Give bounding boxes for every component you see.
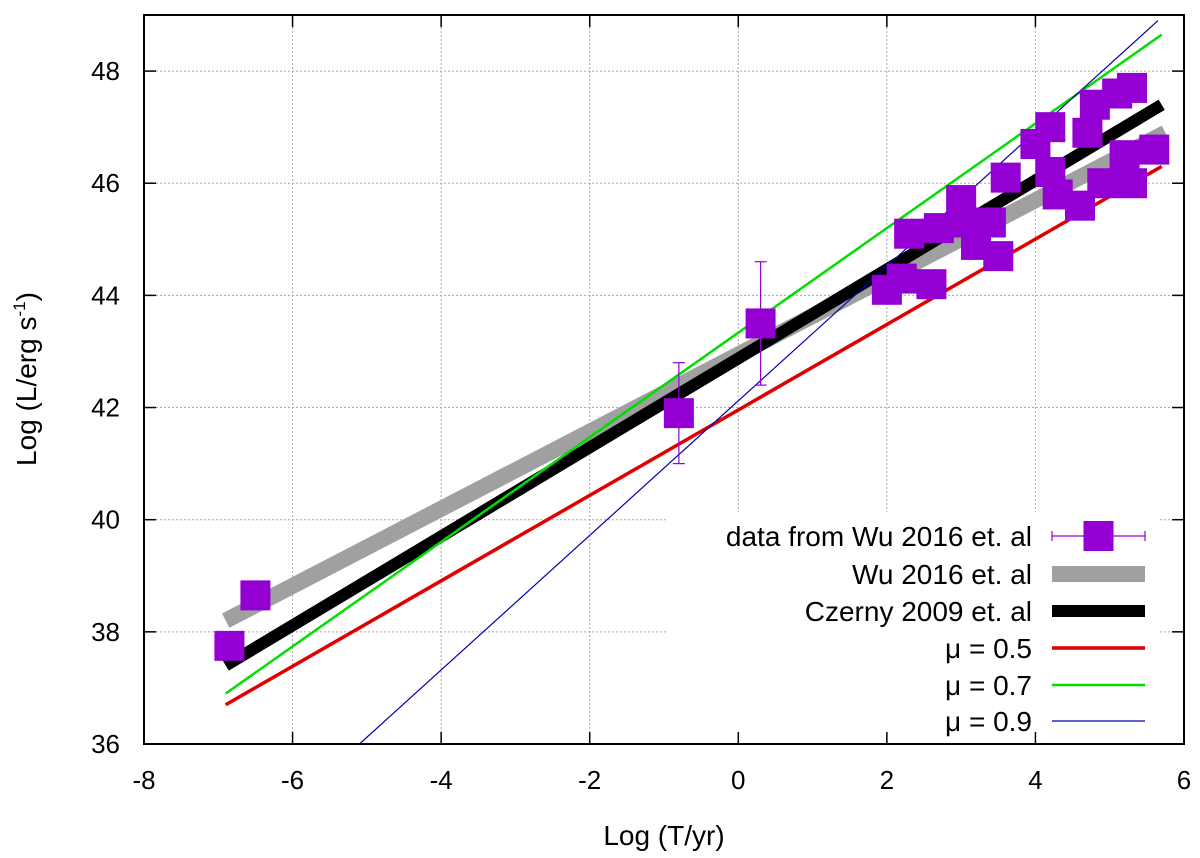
x-axis-title: Log (T/yr) — [603, 820, 724, 851]
data-point — [1087, 168, 1118, 199]
x-tick-label: 6 — [1177, 765, 1191, 795]
y-axis-title-exponent: -1 — [10, 301, 29, 316]
legend-label: μ = 0.9 — [945, 706, 1032, 737]
data-point — [1072, 117, 1103, 148]
data-point — [1117, 168, 1147, 199]
x-tick-label: -6 — [281, 765, 304, 795]
y-tick-label: 44 — [91, 280, 120, 310]
data-point — [916, 269, 947, 300]
series-line-1 — [222, 99, 1165, 671]
legend: data from Wu 2016 et. al Wu 2016 et. al Cz… — [726, 521, 1146, 737]
x-tick-label: -8 — [132, 765, 155, 795]
data-point — [923, 213, 954, 244]
y-tick-label: 40 — [91, 505, 120, 535]
plot-frame — [143, 14, 1185, 745]
x-tick-label: -2 — [578, 765, 601, 795]
data-point — [1109, 140, 1140, 171]
legend-label: μ = 0.5 — [945, 633, 1032, 664]
ticks — [143, 15, 1185, 745]
y-tick-label: 38 — [91, 617, 120, 647]
data-point — [745, 308, 776, 339]
series-line-0 — [222, 125, 1170, 628]
data-point — [240, 580, 271, 611]
data-point — [1139, 134, 1170, 165]
y-tick-label: 46 — [91, 168, 120, 198]
legend-label: data from Wu 2016 et. al — [726, 521, 1032, 552]
y-tick-label: 36 — [91, 729, 120, 759]
series-line-3 — [224, 33, 1163, 695]
y-axis-title-main: Log (L/erg s — [11, 317, 42, 466]
x-tick-label: 2 — [880, 765, 894, 795]
data-point — [1035, 112, 1066, 143]
x-tick-label: -4 — [430, 765, 453, 795]
data-point — [663, 398, 694, 429]
data-point — [1117, 72, 1147, 103]
data-point — [894, 218, 925, 249]
legend-label: Czerny 2009 et. al — [805, 596, 1032, 627]
data-point — [214, 630, 245, 661]
legend-label: μ = 0.7 — [945, 670, 1032, 701]
y-tick-label: 48 — [91, 56, 120, 86]
x-tick-label: 0 — [731, 765, 745, 795]
x-tick-label: 4 — [1028, 765, 1042, 795]
legend-label: Wu 2016 et. al — [852, 559, 1032, 590]
legend-background — [668, 512, 1158, 740]
y-axis-title: Log (L/erg s-1) — [10, 292, 42, 466]
data-point — [886, 263, 917, 294]
data-point — [983, 241, 1014, 272]
y-axis-title-close: ) — [11, 292, 42, 301]
legend-swatch-marker — [1083, 521, 1114, 551]
data-point — [975, 207, 1006, 238]
data-point — [990, 162, 1021, 193]
scatter-points — [214, 72, 1170, 661]
y-tick-label: 42 — [91, 393, 120, 423]
